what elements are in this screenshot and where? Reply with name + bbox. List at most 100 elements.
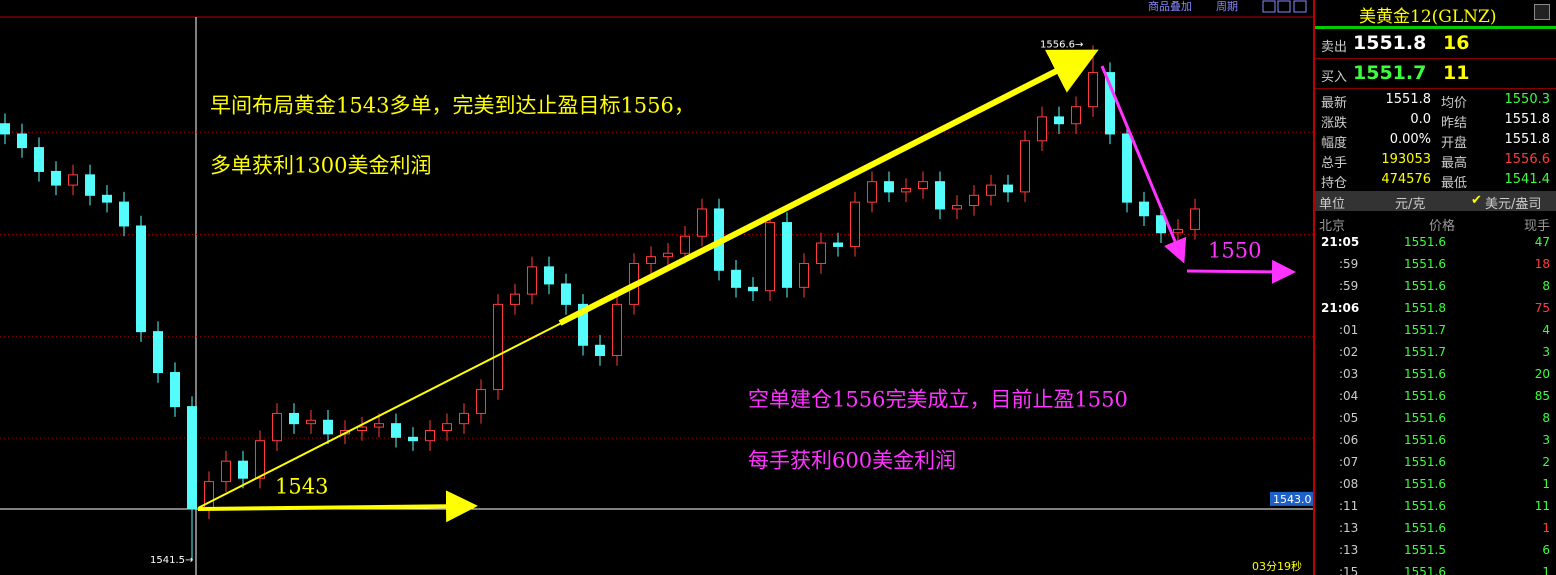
candle-body [85,174,95,196]
annotation: 每手获利600美金利润 [748,449,956,473]
nav-menu[interactable] [1293,0,1307,13]
tick-time: :15 [1339,565,1359,575]
stat-label: 涨跌 [1321,116,1348,131]
tick-price: 1551.6 [1404,367,1446,381]
candle-body [765,222,775,292]
tick-time: :06 [1339,433,1359,447]
candle-body [425,429,435,442]
candle-body [748,286,758,292]
stat-label: 最低 [1441,176,1468,191]
buy-row: 买入 1551.7 11 [1315,59,1556,89]
candle-body [1190,208,1200,230]
instrument-title: 美黄金12(GLNZ) [1359,7,1497,27]
candle-body [595,344,605,356]
candle-body [816,242,826,264]
quote-panel: 美黄金12(GLNZ) 卖出 1551.8 16 买入 1551.7 11 最新… [1313,0,1556,575]
tick-price: 1551.6 [1404,433,1446,447]
title-row: 美黄金12(GLNZ) [1315,0,1556,29]
candle-body [289,412,299,425]
tick-price: 1551.6 [1404,279,1446,293]
candle-body [527,266,537,295]
entry-arrow [197,490,478,523]
tick-qty: 3 [1542,345,1550,359]
tick-price: 1551.6 [1404,389,1446,403]
candle-body [680,235,690,254]
price: 1551.7 [1353,62,1427,84]
candle-body [68,174,78,186]
stat-label: 幅度 [1321,136,1348,151]
tick-price: 1551.8 [1404,301,1446,315]
candle-body [0,123,10,135]
nav-left[interactable] [1262,0,1276,13]
tick-qty: 85 [1534,389,1550,403]
stat-value: 1556.6 [1504,152,1551,167]
tick-time: :03 [1339,367,1359,381]
nav-right[interactable] [1277,0,1291,13]
candle-body [578,303,588,346]
candles [0,45,1200,561]
tick-price: 1551.6 [1404,411,1446,425]
candle-body [408,436,418,442]
tick-time: :01 [1339,323,1359,337]
tick-qty: 8 [1542,411,1550,425]
stat-value: 0.0 [1410,112,1431,127]
menu-button[interactable] [1534,4,1550,20]
tick-time: :59 [1339,257,1359,271]
candle-body [986,184,996,196]
period-button[interactable]: 周期 [1216,0,1238,13]
tick-time: :05 [1339,411,1359,425]
unit-row: 单位 元/克 ✔ 美元/盎司 [1315,191,1556,212]
candle-body [612,303,622,356]
overlay-button[interactable]: 商品叠加 [1148,0,1192,13]
candle-body [153,331,163,374]
target-arrow [1186,259,1296,284]
tick-time: 21:05 [1321,235,1360,249]
tick-qty: 1 [1542,477,1550,491]
stat-label: 均价 [1441,96,1468,111]
stat-label: 开盘 [1441,136,1468,151]
header: 现手 [1523,219,1550,234]
timer: 03分19秒 [1252,559,1302,573]
candle-body [306,419,316,425]
candle-body [136,225,146,333]
annotation: 空单建仓1556完美成立，目前止盈1550 [748,388,1128,412]
candle-body [510,293,520,305]
candle-body [646,256,656,264]
candle-body [1054,116,1064,125]
stat-label: 最高 [1441,156,1468,171]
header: 北京 [1319,219,1346,234]
candle-body [272,412,282,442]
long-arrow-thick [558,49,1099,326]
candle-body [799,262,809,288]
tick-time: :59 [1339,279,1359,293]
candle-body [544,266,554,285]
tick-time: 21:06 [1321,301,1360,315]
stat-label: 持仓 [1321,176,1348,191]
candle-body [1122,133,1132,203]
candle-body [901,187,911,193]
candle-body [1088,72,1098,108]
tick-qty: 75 [1534,301,1550,315]
tick-time: :07 [1339,455,1359,469]
candle-body [867,181,877,203]
tick-qty: 47 [1534,235,1550,249]
tick-time: :13 [1339,543,1359,557]
candle-body [1037,116,1047,142]
candle-body [51,170,61,186]
stat-label: 总手 [1321,156,1348,171]
tick-qty: 18 [1534,257,1550,271]
unit[interactable]: 美元/盎司 [1485,197,1542,212]
tick-price: 1551.6 [1404,499,1446,513]
annotation: 多单获利1300美金利润 [210,154,431,178]
candle-body [1020,140,1030,193]
stat-value: 1541.4 [1504,172,1551,187]
qty: 11 [1443,62,1470,84]
stat-label: 最新 [1321,96,1348,111]
candle-body [442,423,452,431]
price-tag: 1543.0 [1273,493,1312,506]
annotation: 1543 [275,475,328,499]
tick-qty: 6 [1542,543,1550,557]
low-label: 1541.5→ [150,555,193,566]
unit[interactable]: 元/克 [1395,197,1426,212]
